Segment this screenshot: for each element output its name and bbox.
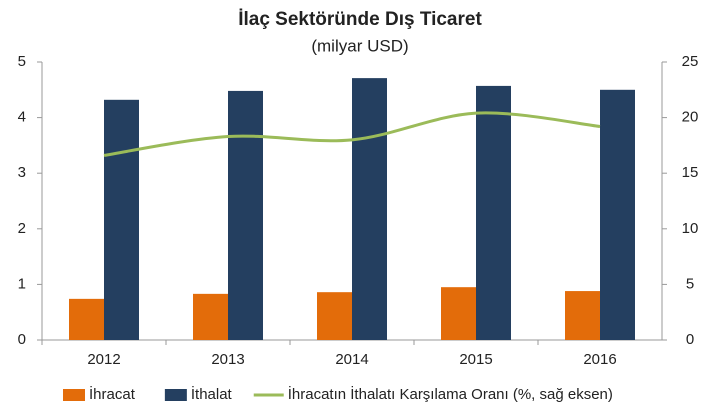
x-tick-label: 2016 (583, 351, 616, 368)
bar (352, 78, 387, 341)
y-tick-label: 0 (18, 331, 26, 348)
x-tick-label: 2014 (335, 351, 368, 368)
y2-tick-label: 0 (686, 331, 694, 348)
y2-tick-label: 15 (682, 164, 699, 181)
bar (69, 298, 104, 340)
bar (228, 90, 263, 340)
bar (565, 291, 600, 340)
legend-label: İhracat (89, 385, 136, 403)
bar (193, 293, 228, 340)
y-tick-label: 4 (18, 109, 26, 126)
bar (441, 287, 476, 340)
y-tick-label: 2 (18, 220, 26, 237)
chart-subtitle: (milyar USD) (311, 36, 408, 55)
y-tick-label: 3 (18, 164, 26, 181)
line (103, 111, 601, 157)
y2-tick-label: 20 (682, 109, 699, 126)
y2-tick-label: 10 (682, 220, 699, 237)
y-tick-label: 5 (18, 53, 26, 70)
bar (317, 292, 352, 340)
legend-swatch (164, 389, 187, 401)
x-tick-label: 2013 (211, 351, 244, 368)
legend-swatch (63, 389, 85, 401)
x-tick-label: 2015 (459, 351, 492, 368)
legend-label: İhracatın İthalatı Karşılama Oranı (%, s… (288, 385, 613, 403)
y2-tick-label: 5 (686, 275, 694, 292)
bar (104, 99, 139, 340)
bar (476, 85, 511, 341)
y2-tick-label: 25 (682, 53, 699, 70)
legend-label: İthalat (191, 385, 233, 403)
chart-title: İlaç Sektöründe Dış Ticaret (238, 9, 482, 30)
y-tick-label: 1 (18, 275, 26, 292)
x-tick-label: 2012 (87, 351, 120, 368)
bar (600, 89, 635, 340)
